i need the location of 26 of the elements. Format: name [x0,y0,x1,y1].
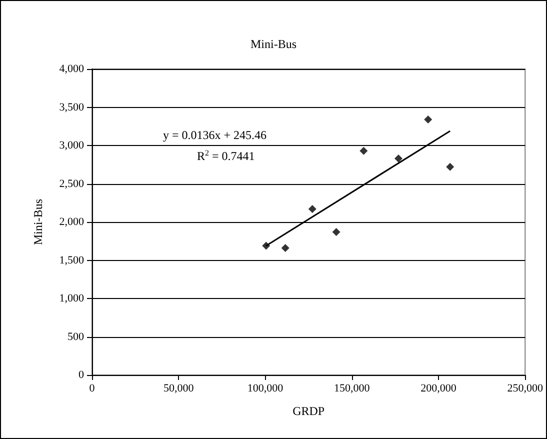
point [394,154,402,163]
point [360,146,368,155]
y-tick-label: 2,500 [59,178,84,190]
x-tick-label: 150,000 [334,382,370,394]
x-tick-label: 200,000 [420,382,457,394]
y-tick-label: 3,000 [59,140,84,152]
y-tick-label: 1,000 [59,292,84,304]
y-tick-label: 4,000 [59,63,84,75]
point [424,115,432,124]
y-axis-title: Mini-Bus [31,198,45,246]
y-tick-label: 3,500 [59,101,84,114]
y-tick-label: 2,000 [59,216,84,228]
x-axis-title: GRDP [292,404,325,418]
x-tick-label: 0 [89,382,96,394]
chart-title: Mini-Bus [250,37,297,51]
y-tick-label: 500 [68,330,84,343]
point [308,204,316,213]
x-tick-label: 100,000 [247,382,284,394]
x-tick-label: 50,000 [164,382,194,394]
y-tick-label: 0 [78,369,84,381]
annotation: y = 0.0136x + 245.46 [163,128,267,142]
y-tick-label: 1,500 [59,254,84,266]
point [446,162,454,171]
point [332,228,340,236]
point [281,244,290,252]
x-tick-label: 250,000 [507,382,544,394]
